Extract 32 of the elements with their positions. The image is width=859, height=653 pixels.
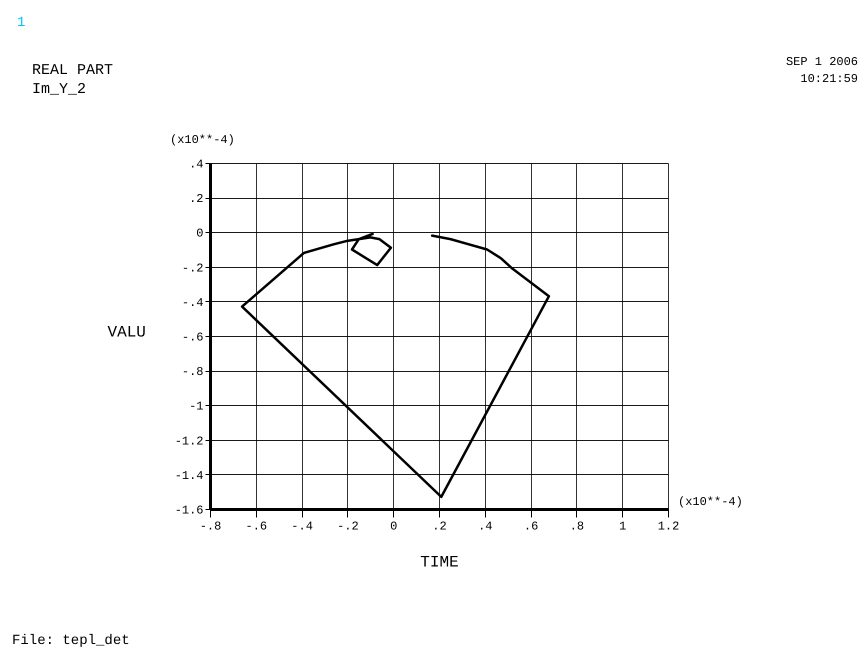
x-tick-label: 1 bbox=[619, 520, 626, 534]
text: File: tepl_det bbox=[12, 633, 130, 649]
y-tick-label: -1.2 bbox=[174, 434, 204, 448]
y-tick-label: -1.4 bbox=[174, 468, 204, 483]
y-tick-label: -.6 bbox=[182, 330, 204, 344]
y-tick-label: -1 bbox=[189, 400, 204, 414]
x-tick-label: -.2 bbox=[337, 520, 359, 534]
x-tick-label: -.8 bbox=[200, 520, 222, 534]
y-tick-label: 0 bbox=[196, 226, 204, 241]
text: Im_Y_2 bbox=[32, 81, 86, 98]
y-tick-label: -.4 bbox=[182, 296, 204, 310]
x-tick-label: .6 bbox=[524, 520, 538, 534]
y-tick-label: .4 bbox=[189, 158, 204, 172]
x-tick-label: -.4 bbox=[291, 520, 313, 534]
x-axis-title: TIME bbox=[420, 554, 459, 572]
x-tick-label: 1.2 bbox=[658, 520, 680, 534]
y-tick-label: -.8 bbox=[182, 365, 204, 380]
x-tick-label: .8 bbox=[570, 520, 584, 534]
text: (x10**-4) bbox=[678, 495, 743, 509]
y-tick-label: .2 bbox=[189, 192, 204, 206]
text: REAL PART bbox=[32, 62, 114, 79]
text: 10:21:59 bbox=[800, 72, 858, 86]
text: (x10**-4) bbox=[170, 133, 235, 147]
text: SEP 1 2006 bbox=[786, 55, 858, 69]
x-tick-label: 0 bbox=[390, 520, 398, 534]
y-tick-label: -1.6 bbox=[174, 504, 204, 518]
x-tick-label: .4 bbox=[478, 520, 493, 534]
x-tick-label: .2 bbox=[432, 520, 447, 534]
x-tick-label: -.6 bbox=[245, 520, 268, 534]
y-axis-title: VALU bbox=[108, 324, 146, 342]
text: 1 bbox=[17, 15, 26, 31]
y-tick-label: -.2 bbox=[182, 261, 204, 276]
